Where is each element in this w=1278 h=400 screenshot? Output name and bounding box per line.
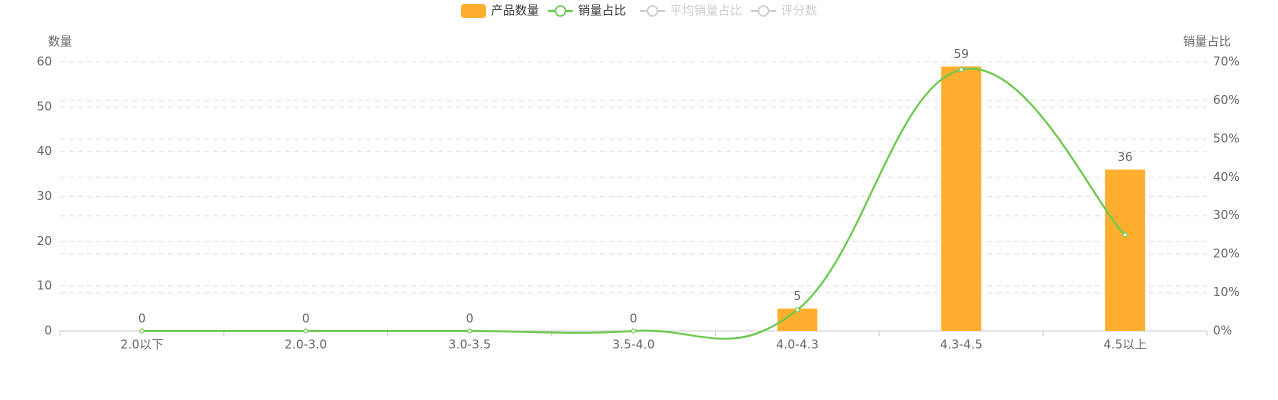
legend-label[interactable]: 产品数量 [491, 3, 539, 18]
bar-value-label: 5 [794, 289, 802, 303]
y2-tick-label: 10% [1213, 285, 1240, 299]
bar [1105, 169, 1146, 331]
x-tick-label: 4.0-4.3 [776, 338, 819, 352]
legend-swatch [646, 5, 659, 17]
y-tick-label: 40 [37, 144, 52, 158]
bar [777, 308, 818, 331]
bar-value-label: 0 [138, 312, 146, 326]
legend-label[interactable]: 评分数 [781, 3, 817, 18]
line-point [467, 328, 473, 334]
line-point [139, 328, 145, 334]
y-axis-title: 数量 [48, 34, 72, 49]
y2-axis-title: 销量占比 [1183, 34, 1231, 49]
bar-value-label: 0 [466, 312, 474, 326]
bar-value-label: 59 [954, 47, 969, 61]
y-tick-label: 50 [37, 99, 52, 113]
legend-swatch [757, 5, 770, 17]
line-series [141, 67, 1126, 340]
y2-tick-label: 40% [1213, 170, 1240, 184]
bar-value-label: 0 [302, 312, 310, 326]
y2-tick-label: 60% [1213, 93, 1240, 107]
line-point [631, 328, 636, 334]
y-tick-label: 60 [37, 55, 52, 69]
y-tick-label: 10 [37, 279, 52, 293]
bar-value-label: 0 [630, 312, 638, 326]
y2-tick-label: 50% [1213, 131, 1240, 145]
line-point [794, 307, 800, 313]
line-point [958, 67, 964, 73]
legend-swatch [554, 5, 567, 17]
y2-tick-label: 70% [1213, 55, 1240, 69]
x-tick-label: 2.0以下 [120, 338, 163, 352]
bar-value-label: 36 [1117, 150, 1132, 164]
legend-label[interactable]: 销量占比 [578, 3, 626, 18]
bar [941, 66, 982, 331]
y-tick-label: 20 [37, 234, 52, 248]
y2-tick-label: 30% [1213, 208, 1240, 222]
y2-tick-label: 20% [1213, 247, 1240, 261]
x-tick-label: 2.0-3.0 [285, 338, 328, 352]
x-tick-label: 3.5-4.0 [612, 338, 655, 352]
legend-swatch [461, 4, 486, 18]
line-point [1122, 232, 1128, 238]
x-tick-label: 4.3-4.5 [940, 338, 983, 352]
x-tick-label: 4.5以上 [1104, 338, 1147, 352]
y-tick-label: 0 [44, 324, 52, 338]
y2-tick-label: 0% [1213, 324, 1232, 338]
line-point [303, 328, 309, 334]
legend-label[interactable]: 平均销量占比 [670, 3, 742, 18]
x-tick-label: 3.0-3.5 [448, 338, 491, 352]
y-tick-label: 30 [37, 189, 52, 203]
